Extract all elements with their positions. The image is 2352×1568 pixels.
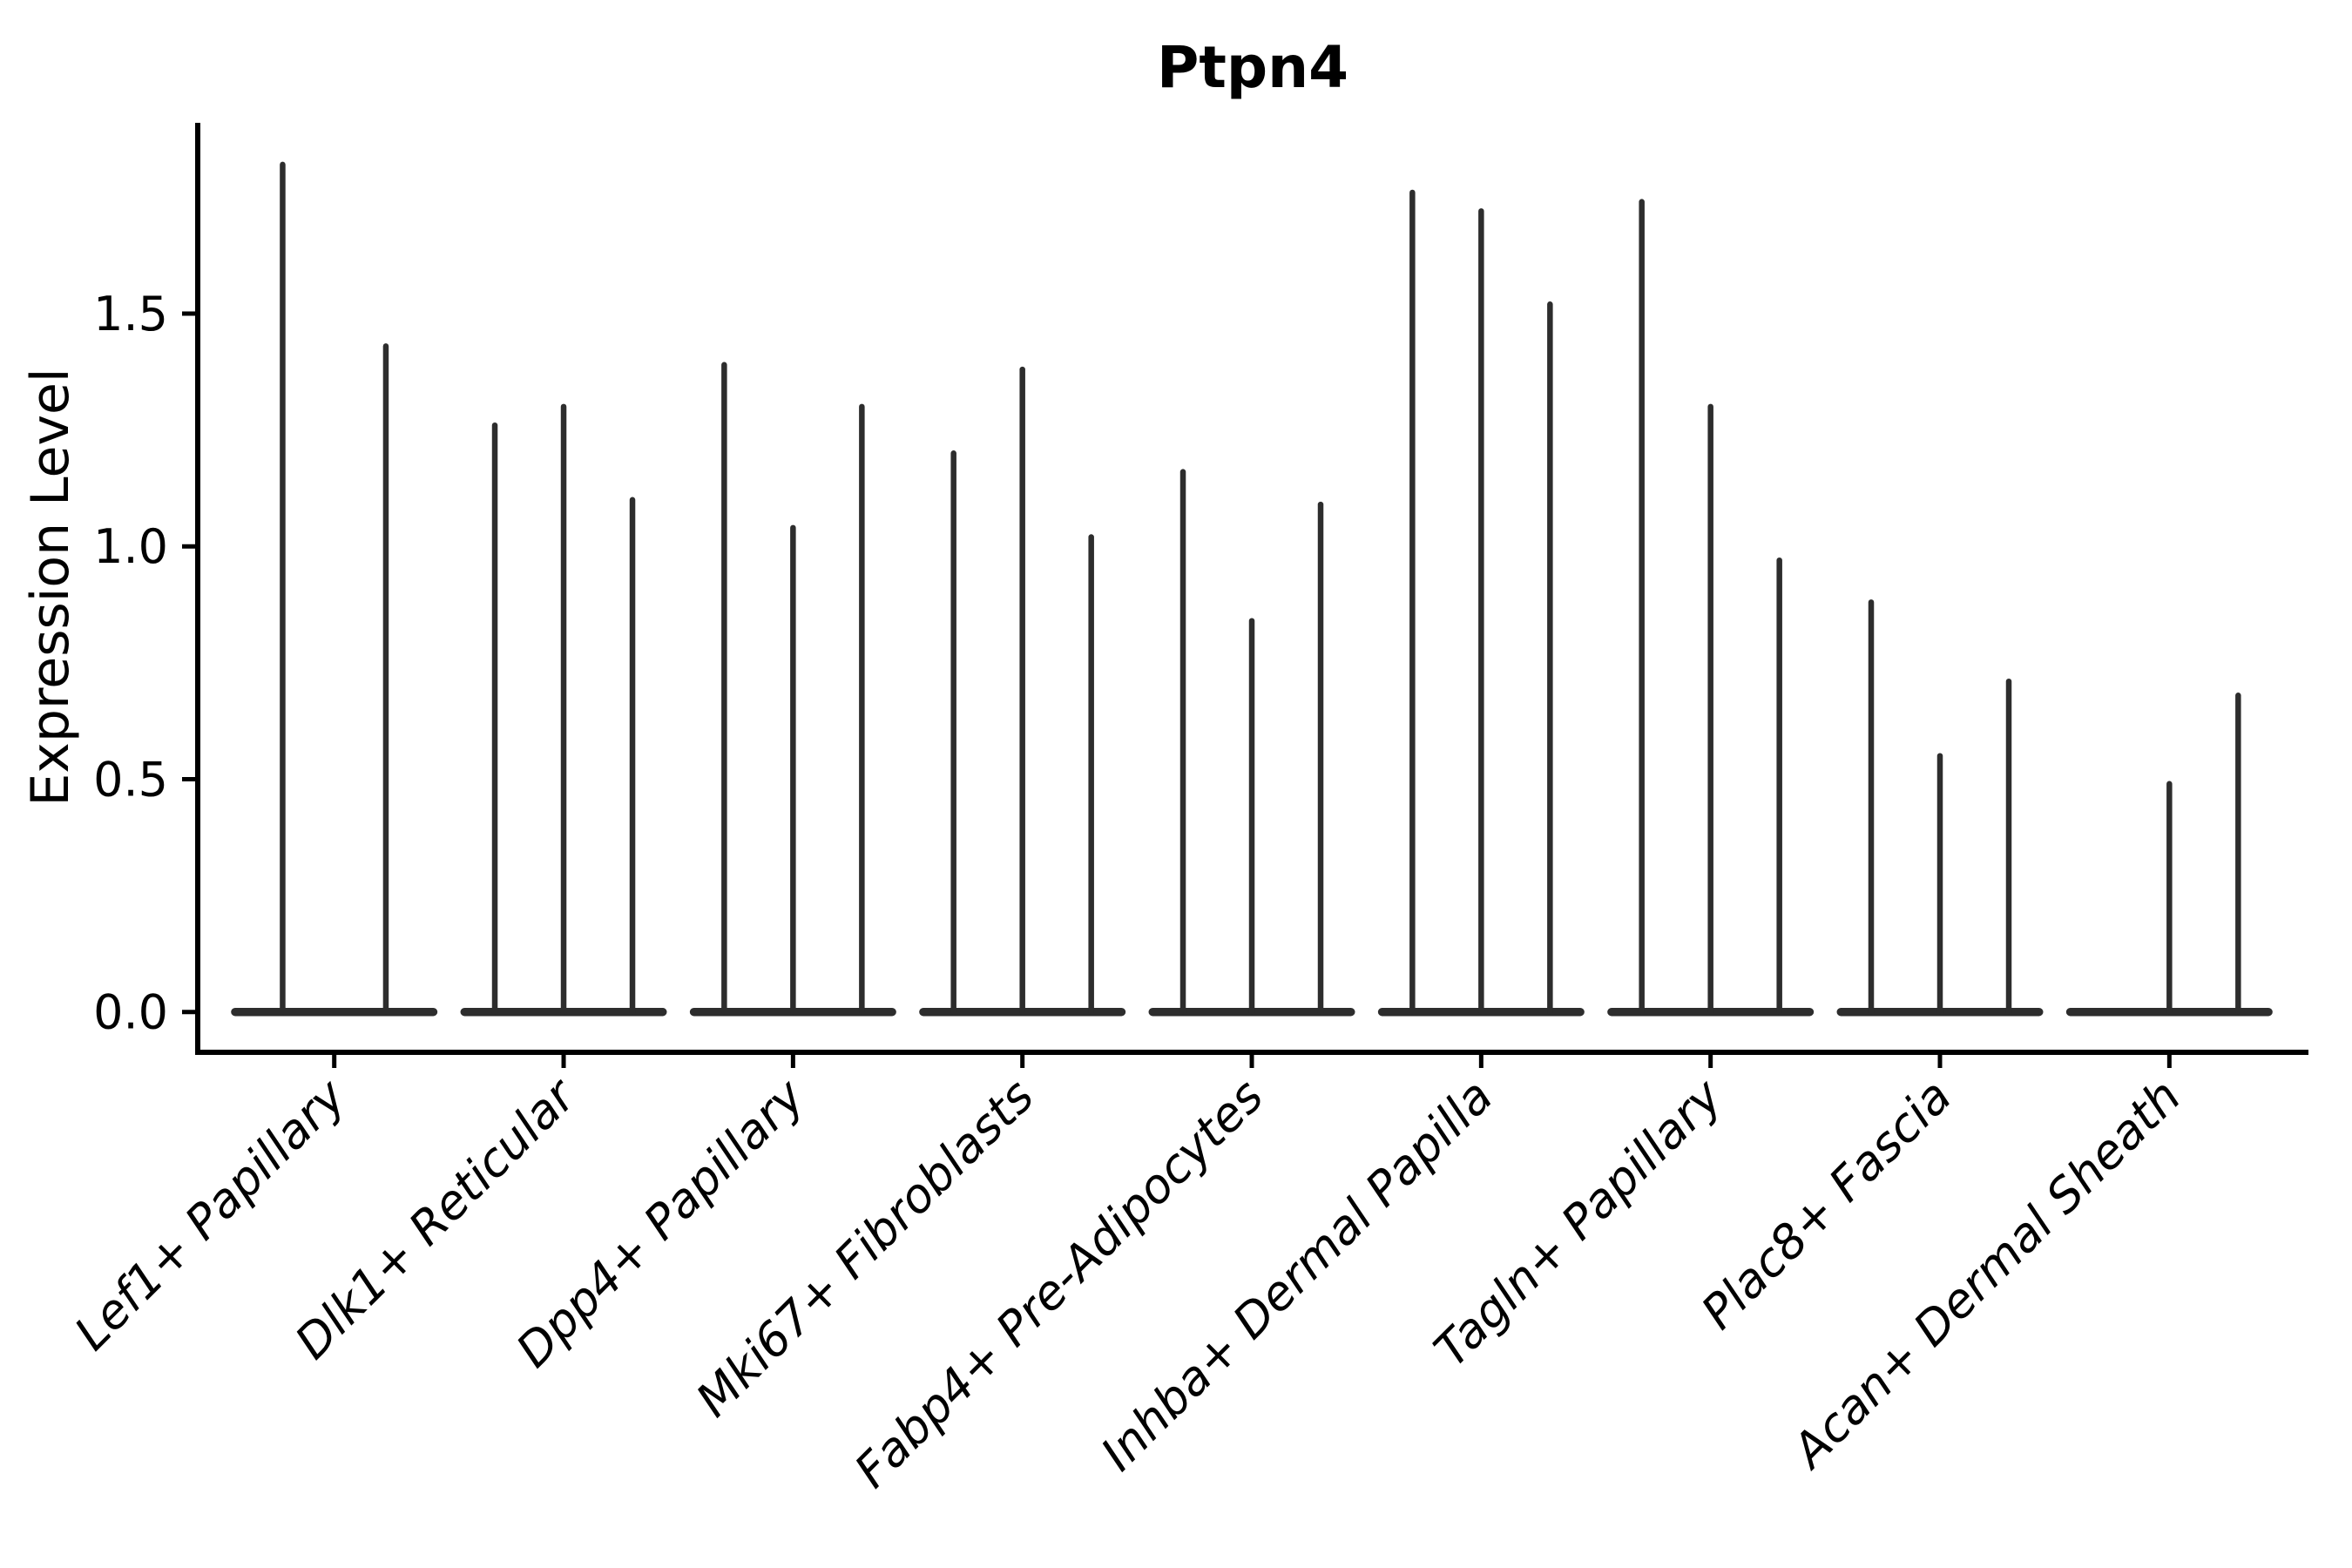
y-axis-ticks: 0.0 0.5 1.0 1.5 <box>93 287 198 1040</box>
y-axis-title: Expression Level <box>20 368 81 806</box>
violin-base <box>231 1007 438 1017</box>
plot-title: Ptpn4 <box>1157 34 1348 101</box>
y-tick-label: 0.5 <box>93 752 168 807</box>
y-tick-label: 1.0 <box>93 519 168 574</box>
x-category-label: Fabp4+ Pre-Adipocytes <box>844 1069 1274 1498</box>
y-tick-label: 1.5 <box>93 287 168 341</box>
x-category-label: Inhba+ Dermal Papilla <box>1091 1069 1504 1482</box>
y-tick-label: 0.0 <box>93 985 168 1040</box>
x-category-label: Acan+ Dermal Sheath <box>1781 1069 2192 1480</box>
violin-layer <box>231 161 2273 1017</box>
